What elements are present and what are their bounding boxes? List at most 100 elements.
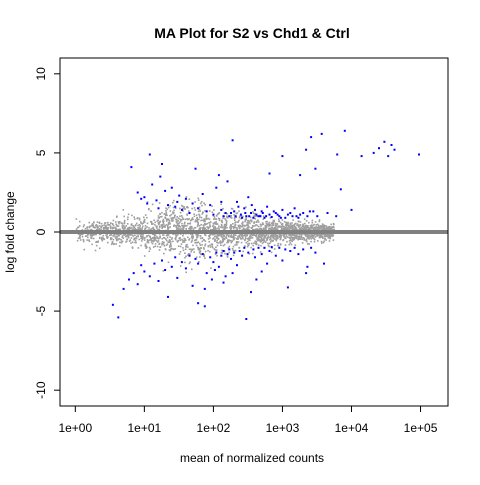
grey-point — [310, 238, 313, 240]
grey-point — [252, 233, 254, 235]
grey-point — [114, 236, 116, 238]
grey-point — [270, 222, 273, 224]
grey-point — [176, 224, 179, 227]
grey-point — [229, 239, 232, 242]
grey-point — [120, 241, 123, 244]
grey-point — [78, 220, 81, 223]
grey-point — [135, 241, 137, 244]
grey-point — [181, 216, 184, 219]
grey-point — [290, 239, 292, 242]
grey-point — [83, 224, 85, 226]
grey-point — [291, 233, 294, 236]
significant-point — [326, 212, 329, 214]
grey-point — [201, 244, 203, 246]
significant-point — [312, 210, 315, 213]
grey-point — [110, 227, 112, 229]
grey-point — [204, 250, 207, 253]
x-tick-label: 1e+05 — [404, 421, 438, 435]
grey-point — [268, 242, 271, 245]
grey-point — [255, 228, 257, 230]
grey-point — [287, 228, 289, 230]
significant-point — [236, 200, 238, 203]
significant-point — [343, 129, 346, 132]
grey-point — [297, 238, 299, 241]
grey-point — [103, 229, 105, 231]
grey-point — [235, 242, 238, 244]
grey-point — [199, 235, 202, 237]
grey-point — [192, 244, 194, 247]
grey-point — [162, 218, 165, 221]
grey-point — [306, 234, 309, 236]
grey-point — [189, 253, 191, 255]
grey-point — [179, 237, 181, 239]
significant-point — [209, 204, 212, 207]
grey-point — [194, 220, 196, 223]
grey-point — [321, 223, 324, 225]
significant-point — [151, 183, 154, 186]
grey-point — [264, 226, 267, 229]
grey-point — [157, 215, 160, 217]
grey-point — [226, 241, 228, 244]
grey-point — [179, 239, 182, 241]
grey-point — [188, 238, 191, 240]
grey-point — [110, 243, 113, 246]
grey-point — [318, 225, 320, 228]
grey-point — [329, 226, 332, 229]
grey-point — [289, 227, 292, 230]
grey-point — [248, 253, 251, 255]
grey-point — [201, 213, 204, 215]
grey-point — [321, 236, 324, 238]
grey-point — [119, 233, 122, 236]
grey-point — [197, 218, 199, 221]
grey-point — [224, 217, 226, 220]
grey-point — [171, 238, 173, 240]
significant-point — [201, 253, 204, 256]
grey-point — [241, 225, 244, 227]
grey-point — [212, 224, 215, 227]
grey-point — [82, 225, 85, 228]
grey-point — [98, 225, 101, 227]
grey-point — [94, 226, 96, 229]
grey-point — [142, 225, 144, 228]
grey-point — [166, 214, 168, 217]
grey-point — [169, 244, 172, 246]
grey-point — [133, 216, 135, 218]
grey-point — [329, 237, 331, 240]
grey-point — [137, 227, 139, 229]
grey-point — [154, 237, 156, 240]
grey-point — [181, 205, 184, 208]
grey-point — [205, 215, 208, 218]
grey-point — [229, 226, 231, 229]
grey-point — [159, 213, 161, 215]
significant-point — [284, 248, 287, 251]
significant-point — [233, 251, 236, 254]
significant-point — [302, 248, 305, 251]
grey-point — [186, 218, 188, 220]
grey-point — [91, 223, 94, 225]
grey-point — [94, 249, 97, 252]
grey-point — [281, 228, 284, 230]
grey-point — [242, 237, 244, 240]
grey-point — [106, 228, 109, 230]
grey-point — [111, 227, 114, 230]
grey-point — [179, 226, 182, 228]
grey-point — [140, 221, 142, 223]
grey-point — [169, 226, 171, 228]
significant-point — [188, 212, 191, 214]
grey-point — [209, 237, 211, 239]
grey-point — [157, 223, 160, 226]
grey-point — [164, 217, 167, 219]
grey-point — [265, 223, 268, 225]
grey-point — [310, 228, 312, 231]
grey-point — [300, 226, 303, 229]
grey-point — [199, 228, 201, 231]
grey-point — [87, 236, 89, 239]
grey-point — [166, 208, 168, 211]
grey-point — [140, 229, 142, 231]
significant-point — [143, 196, 146, 199]
grey-point — [180, 219, 183, 221]
grey-point — [207, 226, 210, 229]
significant-point — [205, 210, 208, 213]
grey-point — [209, 225, 212, 228]
grey-point — [184, 221, 186, 224]
